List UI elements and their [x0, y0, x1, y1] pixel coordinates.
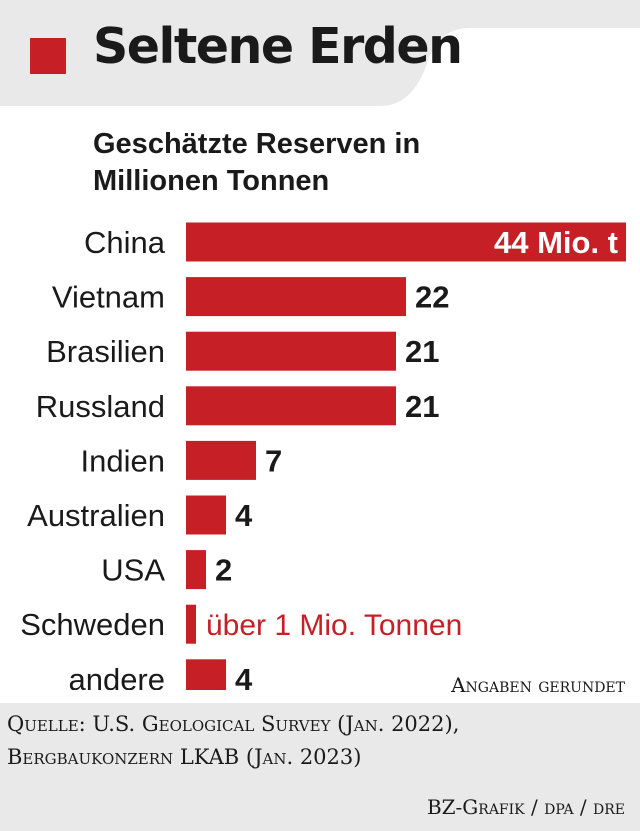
- category-label-1: Vietnam: [52, 280, 165, 315]
- bar-2: [186, 331, 396, 371]
- bar-1: [186, 277, 406, 317]
- category-label-6: USA: [101, 553, 165, 588]
- source-line-1: Quelle: U.S. Geological Survey (Jan. 202…: [7, 712, 460, 736]
- footer-panel: [0, 703, 640, 831]
- category-label-7: Schweden: [20, 607, 165, 642]
- bar-4: [186, 440, 256, 480]
- data-label-3: 21: [405, 389, 439, 424]
- data-label-2: 21: [405, 334, 439, 369]
- bar-7: [186, 604, 196, 644]
- data-label-0: 44 Mio. t: [494, 225, 618, 260]
- header-banner: Seltene Erden: [0, 0, 640, 106]
- category-label-0: China: [84, 225, 166, 260]
- source-line-2: Bergbaukonzern LKAB (Jan. 2023): [7, 745, 362, 769]
- source-text: Quelle: U.S. Geological Survey (Jan. 202…: [7, 708, 627, 774]
- data-label-1: 22: [415, 280, 449, 315]
- category-label-4: Indien: [81, 443, 165, 478]
- data-label-8: 4: [235, 662, 253, 690]
- page-title: Seltene Erden: [93, 18, 463, 75]
- bar-5: [186, 495, 226, 535]
- bar-8: [186, 659, 226, 690]
- category-label-3: Russland: [36, 389, 165, 424]
- category-label-8: andere: [68, 662, 165, 690]
- category-label-2: Brasilien: [46, 334, 165, 369]
- header-background: [0, 0, 640, 106]
- data-label-5: 4: [235, 498, 253, 533]
- bar-chart: China 44 Mio. t Vietnam 22 Brasilien 21 Russla…: [20, 222, 626, 690]
- rounding-note: Angaben gerundet: [451, 673, 625, 697]
- category-label-5: Australien: [27, 498, 165, 533]
- chart-title: Geschätzte Reserven in Millionen Tonnen: [93, 128, 421, 197]
- credit-text: BZ-Grafik / dpa / dre: [426, 795, 625, 819]
- data-label-4: 7: [265, 443, 282, 478]
- bar-6: [186, 550, 206, 590]
- bar-3: [186, 386, 396, 426]
- bar-0: [186, 222, 626, 262]
- data-label-6: 2: [215, 553, 232, 588]
- data-label-7: über 1 Mio. Tonnen: [206, 609, 462, 642]
- title-square-icon: [30, 38, 66, 74]
